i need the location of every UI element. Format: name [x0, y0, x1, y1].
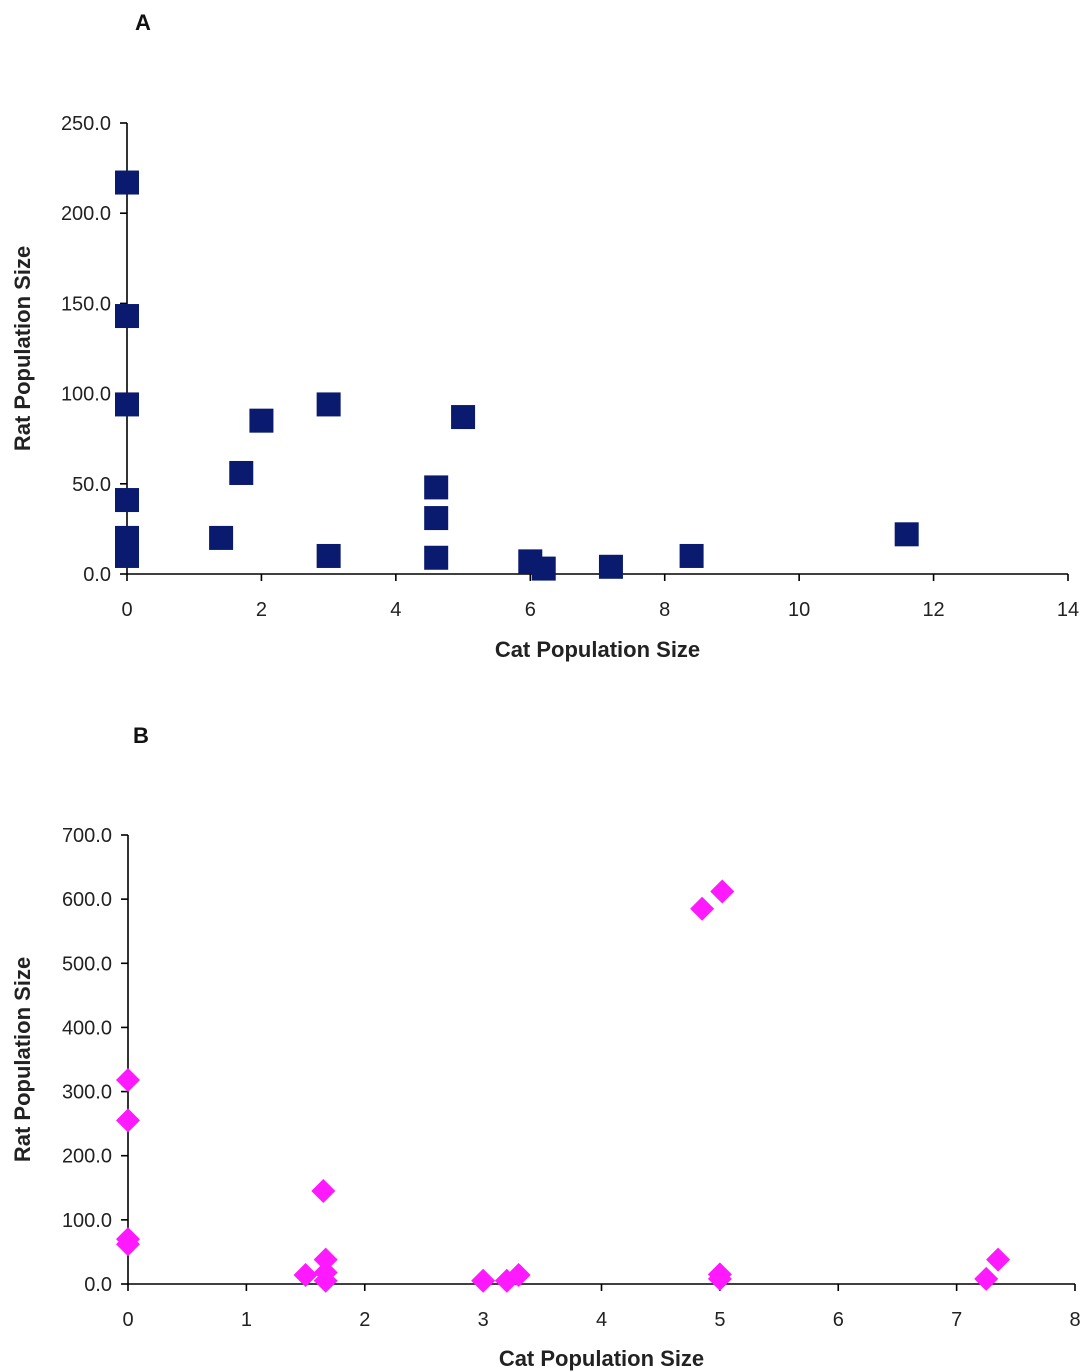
chart-b-x-tick-label: 3	[478, 1309, 489, 1331]
chart-b-y-tick-label: 300.0	[62, 1082, 112, 1104]
chart-b-y-tick-label: 400.0	[62, 1017, 112, 1039]
chart-a-point	[679, 543, 704, 568]
chart-a-point	[316, 543, 341, 568]
chart-a-point	[115, 170, 139, 195]
chart-b-y-tick-label: 200.0	[62, 1146, 112, 1168]
chart-a-point	[451, 405, 476, 430]
chart-a-y-tick-label: 250.0	[61, 113, 111, 135]
chart-a-point	[894, 522, 919, 547]
chart-a-point	[531, 556, 556, 581]
chart-b-x-tick-label: 4	[596, 1309, 607, 1331]
chart-a-x-tick-label: 12	[922, 599, 944, 621]
chart-a-y-tick-label: 50.0	[72, 474, 111, 496]
chart-b-point	[116, 1108, 140, 1133]
chart-b-x-tick-label: 5	[714, 1309, 725, 1331]
chart-a-x-tick-label: 6	[525, 599, 536, 621]
chart-b-y-tick-label: 700.0	[62, 825, 112, 847]
chart-b-point	[311, 1178, 336, 1203]
chart-a-point	[115, 392, 139, 417]
chart-b-x-tick-label: 6	[833, 1309, 844, 1331]
chart-b-point	[986, 1247, 1011, 1272]
chart-b-point	[293, 1263, 318, 1288]
chart-a-point	[424, 506, 449, 531]
chart-b-point	[707, 1266, 732, 1291]
chart-a-point	[209, 525, 234, 550]
chart-a-point	[115, 304, 139, 329]
chart-a-y-tick-label: 0.0	[83, 564, 111, 586]
chart-a-point	[115, 488, 139, 513]
chart-b-point	[116, 1068, 140, 1093]
chart-b-y-tick-label: 500.0	[62, 953, 112, 975]
chart-a-point	[598, 554, 623, 579]
chart-a-point	[424, 545, 449, 570]
chart-b-y-tick-label: 100.0	[62, 1210, 112, 1232]
chart-b-point	[313, 1268, 338, 1293]
chart-a-point	[249, 408, 274, 433]
chart-a-x-axis-title: Cat Population Size	[495, 637, 700, 662]
chart-b-point	[313, 1247, 338, 1272]
chart-a-point	[229, 460, 254, 485]
chart-b-point	[710, 879, 735, 904]
chart-b-panel-label: B	[133, 723, 149, 748]
chart-a-point	[115, 543, 139, 568]
chart-a-y-axis-title: Rat Population Size	[10, 246, 35, 451]
chart-b-point	[116, 1232, 140, 1257]
chart-b-y-axis-title: Rat Population Size	[10, 957, 35, 1162]
chart-a-x-tick-label: 2	[256, 599, 267, 621]
chart-a-y-tick-label: 100.0	[61, 384, 111, 406]
chart-b-point	[506, 1263, 531, 1288]
chart-a-point	[316, 392, 341, 417]
chart-b-x-axis-title: Cat Population Size	[499, 1346, 704, 1371]
chart-b-x-tick-label: 7	[951, 1309, 962, 1331]
chart-b-x-tick-label: 0	[122, 1309, 133, 1331]
chart-a-x-tick-label: 4	[390, 599, 401, 621]
chart-b-point	[690, 896, 715, 921]
chart-b-y-tick-label: 600.0	[62, 889, 112, 911]
chart-b-point	[471, 1268, 496, 1293]
chart-a-point	[424, 475, 449, 500]
chart-b-x-tick-label: 8	[1069, 1309, 1080, 1331]
chart-a-y-tick-label: 200.0	[61, 203, 111, 225]
chart-a-x-tick-label: 0	[121, 599, 132, 621]
chart-a-panel-label: A	[135, 10, 151, 35]
chart-b-x-tick-label: 1	[241, 1309, 252, 1331]
chart-b-y-tick-label: 0.0	[84, 1274, 112, 1296]
chart-a-x-tick-label: 10	[788, 599, 810, 621]
chart-b-x-tick-label: 2	[359, 1309, 370, 1331]
chart-a-y-tick-label: 150.0	[61, 293, 111, 315]
chart-a-x-tick-label: 14	[1057, 599, 1079, 621]
chart-b-point	[974, 1266, 999, 1291]
chart-a-x-tick-label: 8	[659, 599, 670, 621]
